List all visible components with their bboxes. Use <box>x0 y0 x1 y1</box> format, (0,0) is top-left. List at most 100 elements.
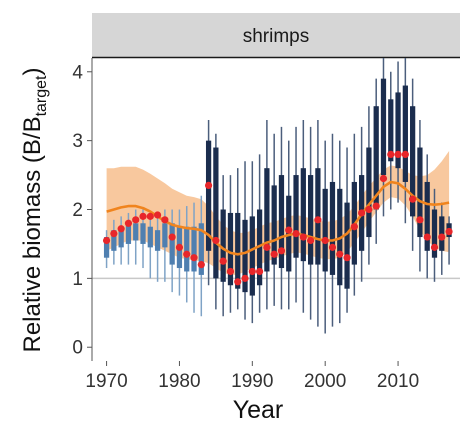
box-2000 <box>322 188 328 272</box>
box-1981 <box>184 226 190 272</box>
point-2003 <box>343 254 351 262</box>
point-2001 <box>328 243 337 251</box>
point-2000 <box>321 236 329 245</box>
point-1979 <box>168 233 176 241</box>
y-axis-title-subscript: target <box>33 75 50 116</box>
x-axis-title: Year <box>233 396 284 424</box>
point-1999 <box>314 216 322 224</box>
point-2011 <box>401 150 409 159</box>
box-1987 <box>227 212 234 286</box>
point-1989 <box>241 274 249 282</box>
y-tick-label-3: 3 <box>72 131 83 152</box>
point-1993 <box>270 250 278 258</box>
point-layer <box>102 150 453 286</box>
y-axis-title-main: Relative biomass (B/B <box>19 116 46 352</box>
box-1978 <box>162 223 168 248</box>
point-1974 <box>132 216 140 224</box>
box-1994 <box>278 175 285 269</box>
box-1990 <box>249 216 255 296</box>
box-1993 <box>271 185 277 265</box>
facet-label: shrimps <box>243 26 310 47</box>
box-2003 <box>344 202 350 289</box>
box-1974 <box>133 223 139 241</box>
box-1984 <box>205 140 212 251</box>
point-2009 <box>387 150 395 159</box>
point-1970 <box>102 236 111 245</box>
box-2013 <box>417 147 423 238</box>
point-2012 <box>409 195 417 203</box>
y-axis-title-close: ) <box>19 67 46 75</box>
point-1975 <box>139 212 147 220</box>
point-2008 <box>379 174 388 183</box>
box-1982 <box>191 226 197 272</box>
box-2014 <box>424 181 430 251</box>
box-1971 <box>111 230 117 251</box>
point-1982 <box>190 254 198 262</box>
box-1986 <box>220 209 226 282</box>
box-1989 <box>242 219 248 293</box>
point-1977 <box>153 211 162 219</box>
box-2008 <box>380 78 387 176</box>
box-2006 <box>366 147 372 238</box>
box-1977 <box>154 230 161 251</box>
point-1981 <box>183 250 191 258</box>
point-1984 <box>204 181 213 189</box>
point-1983 <box>197 260 205 269</box>
point-2002 <box>336 250 344 258</box>
point-1972 <box>117 225 125 233</box>
box-2007 <box>373 106 379 210</box>
box-1979 <box>169 223 175 265</box>
point-2005 <box>358 209 366 217</box>
box-1997 <box>300 168 306 262</box>
y-ticks: 0 1 2 3 4 <box>72 62 92 359</box>
box-1983 <box>198 223 204 275</box>
box-2009 <box>388 99 394 162</box>
box-2001 <box>329 181 336 275</box>
x-tick-label-1990: 1990 <box>231 371 273 392</box>
point-1995 <box>285 226 293 234</box>
point-1998 <box>307 236 315 245</box>
point-2007 <box>372 202 380 210</box>
box-2010 <box>395 92 401 169</box>
point-2006 <box>365 205 373 214</box>
point-1986 <box>219 257 227 265</box>
point-2013 <box>416 216 424 224</box>
point-1987 <box>226 267 235 276</box>
point-1996 <box>292 230 300 238</box>
box-1985 <box>213 147 219 279</box>
point-2014 <box>423 233 431 241</box>
point-2010 <box>394 150 402 159</box>
box-2011 <box>402 85 408 182</box>
point-1990 <box>248 267 256 276</box>
box-1996 <box>293 175 299 258</box>
point-1971 <box>110 230 118 238</box>
y-tick-label-0: 0 <box>72 338 83 359</box>
x-tick-label-1980: 1980 <box>158 371 200 392</box>
point-2017 <box>445 227 453 236</box>
y-tick-label-4: 4 <box>72 62 83 83</box>
x-tick-label-2010: 2010 <box>377 371 419 392</box>
point-1978 <box>161 216 169 224</box>
point-2015 <box>430 243 439 251</box>
point-2004 <box>350 223 358 231</box>
y-tick-label-1: 1 <box>72 269 83 290</box>
box-1988 <box>235 212 241 289</box>
x-tick-label-2000: 2000 <box>304 371 346 392</box>
box-1970 <box>103 237 110 258</box>
box-2015 <box>431 209 438 258</box>
box-1975 <box>140 223 146 244</box>
point-1985 <box>212 236 220 245</box>
box-1976 <box>147 226 153 248</box>
y-tick-label-2: 2 <box>72 200 83 221</box>
point-1988 <box>234 278 242 286</box>
point-2016 <box>438 233 446 241</box>
point-1991 <box>256 267 264 276</box>
box-1998 <box>307 175 314 265</box>
facet-strip <box>92 13 460 57</box>
box-1992 <box>264 168 270 272</box>
x-ticks: 1970 1980 1990 2000 2010 <box>85 361 419 392</box>
point-1994 <box>277 247 286 255</box>
